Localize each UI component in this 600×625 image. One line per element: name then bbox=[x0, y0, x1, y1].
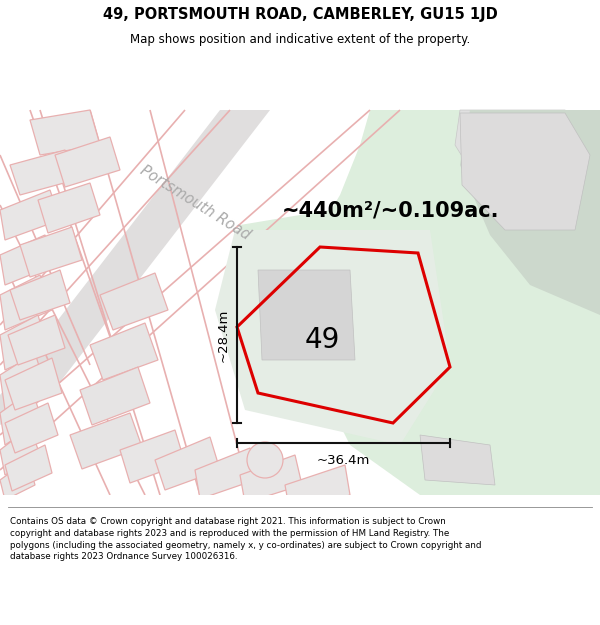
Polygon shape bbox=[455, 110, 595, 230]
Polygon shape bbox=[235, 210, 360, 310]
Polygon shape bbox=[460, 113, 590, 230]
Text: ~36.4m: ~36.4m bbox=[317, 454, 370, 468]
Polygon shape bbox=[55, 137, 120, 187]
Polygon shape bbox=[120, 430, 185, 483]
Text: 49, PORTSMOUTH ROAD, CAMBERLEY, GU15 1JD: 49, PORTSMOUTH ROAD, CAMBERLEY, GU15 1JD bbox=[103, 8, 497, 22]
Polygon shape bbox=[38, 183, 100, 233]
Polygon shape bbox=[10, 150, 75, 195]
Polygon shape bbox=[5, 403, 58, 453]
Polygon shape bbox=[0, 275, 52, 330]
Polygon shape bbox=[240, 455, 302, 503]
Text: ~440m²/~0.109ac.: ~440m²/~0.109ac. bbox=[281, 200, 499, 220]
Polygon shape bbox=[0, 390, 42, 445]
Polygon shape bbox=[460, 110, 600, 315]
Text: Map shows position and indicative extent of the property.: Map shows position and indicative extent… bbox=[130, 32, 470, 46]
Polygon shape bbox=[258, 270, 355, 360]
Polygon shape bbox=[0, 315, 48, 370]
Polygon shape bbox=[5, 445, 52, 491]
Polygon shape bbox=[215, 230, 450, 445]
Polygon shape bbox=[10, 270, 70, 320]
Polygon shape bbox=[0, 190, 60, 240]
Polygon shape bbox=[290, 110, 600, 495]
Polygon shape bbox=[0, 460, 35, 500]
Text: ~28.4m: ~28.4m bbox=[217, 308, 229, 362]
Text: Portsmouth Road: Portsmouth Road bbox=[137, 163, 253, 243]
Polygon shape bbox=[70, 413, 142, 469]
Text: 49: 49 bbox=[304, 326, 340, 354]
Text: Contains OS data © Crown copyright and database right 2021. This information is : Contains OS data © Crown copyright and d… bbox=[10, 517, 482, 561]
Polygon shape bbox=[30, 110, 100, 155]
Polygon shape bbox=[5, 358, 62, 410]
Polygon shape bbox=[155, 437, 220, 490]
Polygon shape bbox=[0, 110, 270, 425]
Polygon shape bbox=[20, 227, 82, 277]
Polygon shape bbox=[8, 315, 65, 365]
Polygon shape bbox=[100, 273, 168, 330]
Polygon shape bbox=[0, 427, 40, 475]
Polygon shape bbox=[420, 435, 495, 485]
Polygon shape bbox=[80, 367, 150, 425]
Polygon shape bbox=[0, 235, 55, 285]
Polygon shape bbox=[90, 323, 158, 380]
Circle shape bbox=[247, 442, 283, 478]
Polygon shape bbox=[285, 465, 350, 513]
Polygon shape bbox=[0, 353, 45, 410]
Polygon shape bbox=[195, 448, 258, 499]
